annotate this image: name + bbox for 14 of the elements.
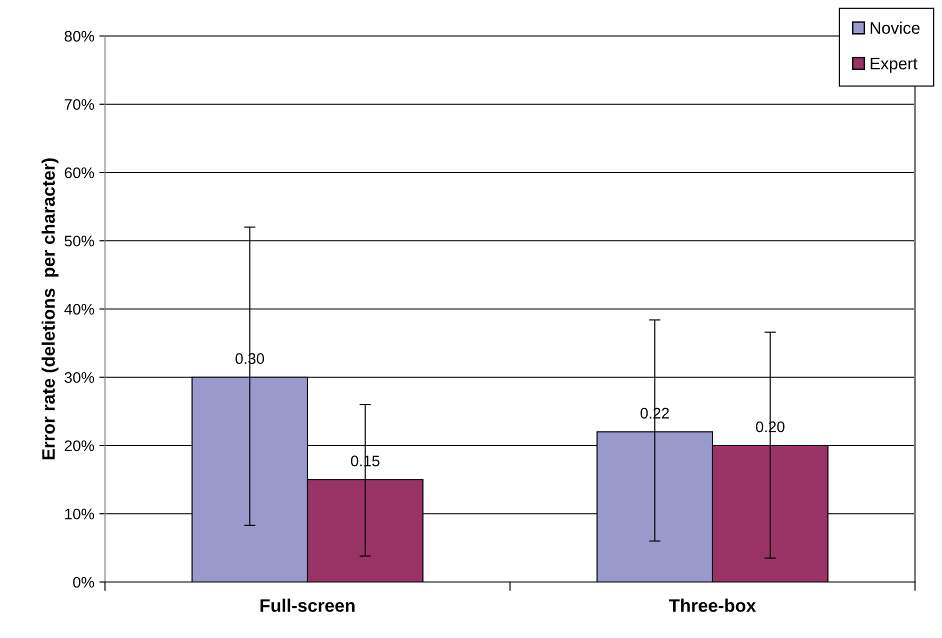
y-tick-label: 20% bbox=[64, 440, 94, 452]
x-tick-label: Full-screen bbox=[260, 598, 355, 612]
y-tick-label: 40% bbox=[64, 304, 94, 315]
y-axis-title: Error rate (deletions per character) bbox=[42, 158, 58, 460]
x-tick-label: Three-box bbox=[669, 598, 756, 612]
y-tick-label: 50% bbox=[64, 236, 94, 246]
y-tick-label: 30% bbox=[64, 372, 94, 383]
y-tick-label: 0% bbox=[73, 576, 94, 588]
y-tick-label: 60% bbox=[64, 167, 94, 178]
legend-label: Expert bbox=[870, 58, 918, 73]
y-tick-label: 70% bbox=[64, 99, 94, 110]
y-tick-label: 10% bbox=[65, 508, 94, 520]
y-tick-label: 80% bbox=[64, 30, 94, 42]
legend-label: Novice bbox=[870, 22, 920, 34]
